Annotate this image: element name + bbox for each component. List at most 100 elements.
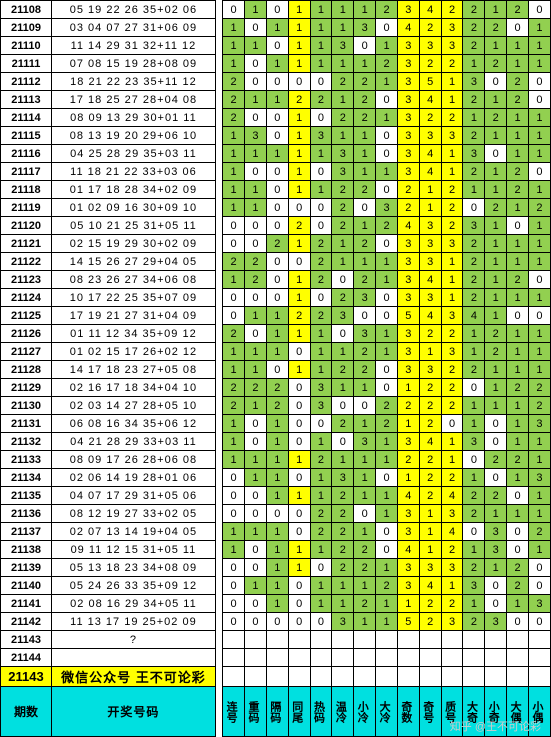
value-cell: 4 [397, 217, 419, 235]
value-cell: 1 [245, 397, 267, 415]
value-cell: 2 [288, 217, 310, 235]
value-cell: 1 [223, 451, 245, 469]
value-cell: 3 [463, 433, 485, 451]
period-cell: 21130 [1, 397, 52, 415]
value-cell: 3 [397, 577, 419, 595]
empty-cell [397, 667, 419, 687]
gap-cell [215, 163, 222, 181]
period-cell: 21131 [1, 415, 52, 433]
gap-cell [215, 55, 222, 73]
empty-cell [223, 649, 245, 667]
gap-cell [215, 199, 222, 217]
value-cell: 4 [441, 523, 463, 541]
value-cell: 3 [397, 1, 419, 19]
empty-cell [245, 649, 267, 667]
gap-cell [215, 289, 222, 307]
empty-cell [507, 649, 529, 667]
gap-cell [215, 415, 222, 433]
data-row: 2112005 10 21 25 31+05 11000202124323101 [1, 217, 551, 235]
lottery-cell: 14 17 18 23 27+05 08 [51, 361, 215, 379]
value-cell: 1 [463, 397, 485, 415]
value-cell: 1 [528, 37, 550, 55]
gap-cell [215, 325, 222, 343]
period-cell: 21132 [1, 433, 52, 451]
empty-cell [288, 667, 310, 687]
data-row: 2111107 08 15 19 28+08 09101111123221211 [1, 55, 551, 73]
gap-cell [215, 217, 222, 235]
lottery-cell: 02 03 14 27 28+05 10 [51, 397, 215, 415]
value-cell: 1 [332, 127, 354, 145]
value-cell: 1 [507, 253, 529, 271]
lottery-cell: 04 21 28 29 33+03 11 [51, 433, 215, 451]
value-cell: 0 [288, 613, 310, 631]
lottery-analysis-table: 2110805 19 22 26 35+02 06010111123422120… [0, 0, 551, 737]
value-cell: 0 [463, 379, 485, 397]
value-cell: 1 [376, 613, 398, 631]
period-cell: 21134 [1, 469, 52, 487]
data-row: 2112517 19 21 27 31+04 09011223005434100 [1, 307, 551, 325]
header-col: 连号 [223, 687, 245, 737]
value-cell: 1 [376, 163, 398, 181]
value-cell: 1 [354, 1, 376, 19]
value-cell: 1 [463, 181, 485, 199]
lottery-cell: 02 16 17 18 34+04 10 [51, 379, 215, 397]
gap-cell [215, 127, 222, 145]
value-cell: 4 [419, 577, 441, 595]
value-cell: 1 [485, 289, 507, 307]
value-cell: 1 [376, 595, 398, 613]
empty-row: 21143? [1, 631, 551, 649]
value-cell: 0 [528, 307, 550, 325]
value-cell: 1 [507, 55, 529, 73]
value-cell: 0 [507, 541, 529, 559]
value-cell: 1 [332, 577, 354, 595]
value-cell: 1 [310, 361, 332, 379]
value-cell: 1 [288, 271, 310, 289]
value-cell: 0 [354, 505, 376, 523]
value-cell: 1 [507, 415, 529, 433]
data-row: 2112814 17 18 23 27+05 08110112203322111 [1, 361, 551, 379]
period-cell: 21108 [1, 1, 52, 19]
value-cell: 2 [310, 307, 332, 325]
value-cell: 0 [485, 469, 507, 487]
value-cell: 2 [397, 199, 419, 217]
data-row: 2113308 09 17 26 28+06 08111121112210221 [1, 451, 551, 469]
value-cell: 1 [528, 253, 550, 271]
empty-cell [485, 667, 507, 687]
value-cell: 1 [507, 127, 529, 145]
value-cell: 1 [310, 145, 332, 163]
empty-cell [376, 667, 398, 687]
value-cell: 0 [310, 613, 332, 631]
value-cell: 2 [310, 505, 332, 523]
value-cell: 2 [245, 253, 267, 271]
value-cell: 2 [332, 289, 354, 307]
value-cell: 1 [441, 577, 463, 595]
period-cell: 21144 [1, 649, 52, 667]
value-cell: 1 [266, 469, 288, 487]
data-row: 2113504 07 17 29 31+05 06001112114242201 [1, 487, 551, 505]
value-cell: 0 [245, 415, 267, 433]
value-cell: 0 [485, 433, 507, 451]
period-cell: 21142 [1, 613, 52, 631]
value-cell: 1 [332, 595, 354, 613]
value-cell: 2 [223, 325, 245, 343]
value-cell: 1 [376, 325, 398, 343]
value-cell: 1 [376, 343, 398, 361]
value-cell: 0 [528, 73, 550, 91]
period-cell: 21113 [1, 91, 52, 109]
period-cell: 21122 [1, 253, 52, 271]
lottery-cell: 01 02 15 17 26+02 12 [51, 343, 215, 361]
value-cell: 1 [288, 127, 310, 145]
value-cell: 1 [528, 343, 550, 361]
value-cell: 1 [441, 163, 463, 181]
value-cell: 0 [354, 307, 376, 325]
value-cell: 1 [528, 487, 550, 505]
value-cell: 0 [223, 505, 245, 523]
value-cell: 1 [310, 55, 332, 73]
value-cell: 2 [528, 397, 550, 415]
lottery-cell: 18 21 22 23 35+11 12 [51, 73, 215, 91]
data-row: 2111901 02 09 16 30+09 10110002032120212 [1, 199, 551, 217]
value-cell: 1 [223, 199, 245, 217]
value-cell: 2 [419, 379, 441, 397]
value-cell: 0 [266, 1, 288, 19]
value-cell: 3 [441, 127, 463, 145]
